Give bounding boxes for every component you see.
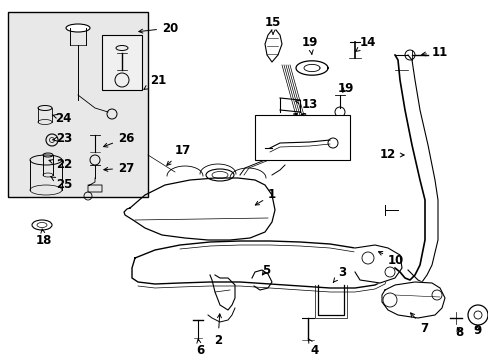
Text: 5: 5 [262,264,270,276]
Text: 15: 15 [264,15,281,34]
Text: 12: 12 [379,148,403,162]
Text: 18: 18 [36,229,52,247]
Text: 24: 24 [52,112,71,125]
Text: 19: 19 [337,81,354,94]
Text: 7: 7 [410,313,427,334]
Text: 1: 1 [255,189,276,205]
Text: 10: 10 [378,252,404,266]
Text: 2: 2 [214,314,222,346]
Text: 14: 14 [354,36,376,52]
Text: 26: 26 [103,131,134,147]
Ellipse shape [66,24,90,32]
Text: 6: 6 [196,339,203,356]
Bar [102,35,142,90]
Text: 17: 17 [166,144,191,165]
Text: 3: 3 [333,266,346,282]
Text: 9: 9 [472,324,480,337]
Text: 19: 19 [301,36,318,54]
Text: 22: 22 [49,158,72,171]
Bar [254,115,349,160]
Text: 13: 13 [295,99,318,112]
Polygon shape [381,282,444,318]
Text: 25: 25 [51,177,72,192]
Text: 21: 21 [143,73,166,89]
Text: 8: 8 [454,325,462,338]
Text: 27: 27 [103,162,134,175]
Text: 16: 16 [291,112,307,125]
Bar [8,12,148,197]
Text: 11: 11 [421,45,447,58]
Polygon shape [354,245,401,283]
Text: 20: 20 [139,22,178,35]
Text: 4: 4 [307,338,319,356]
Text: 23: 23 [53,131,72,144]
